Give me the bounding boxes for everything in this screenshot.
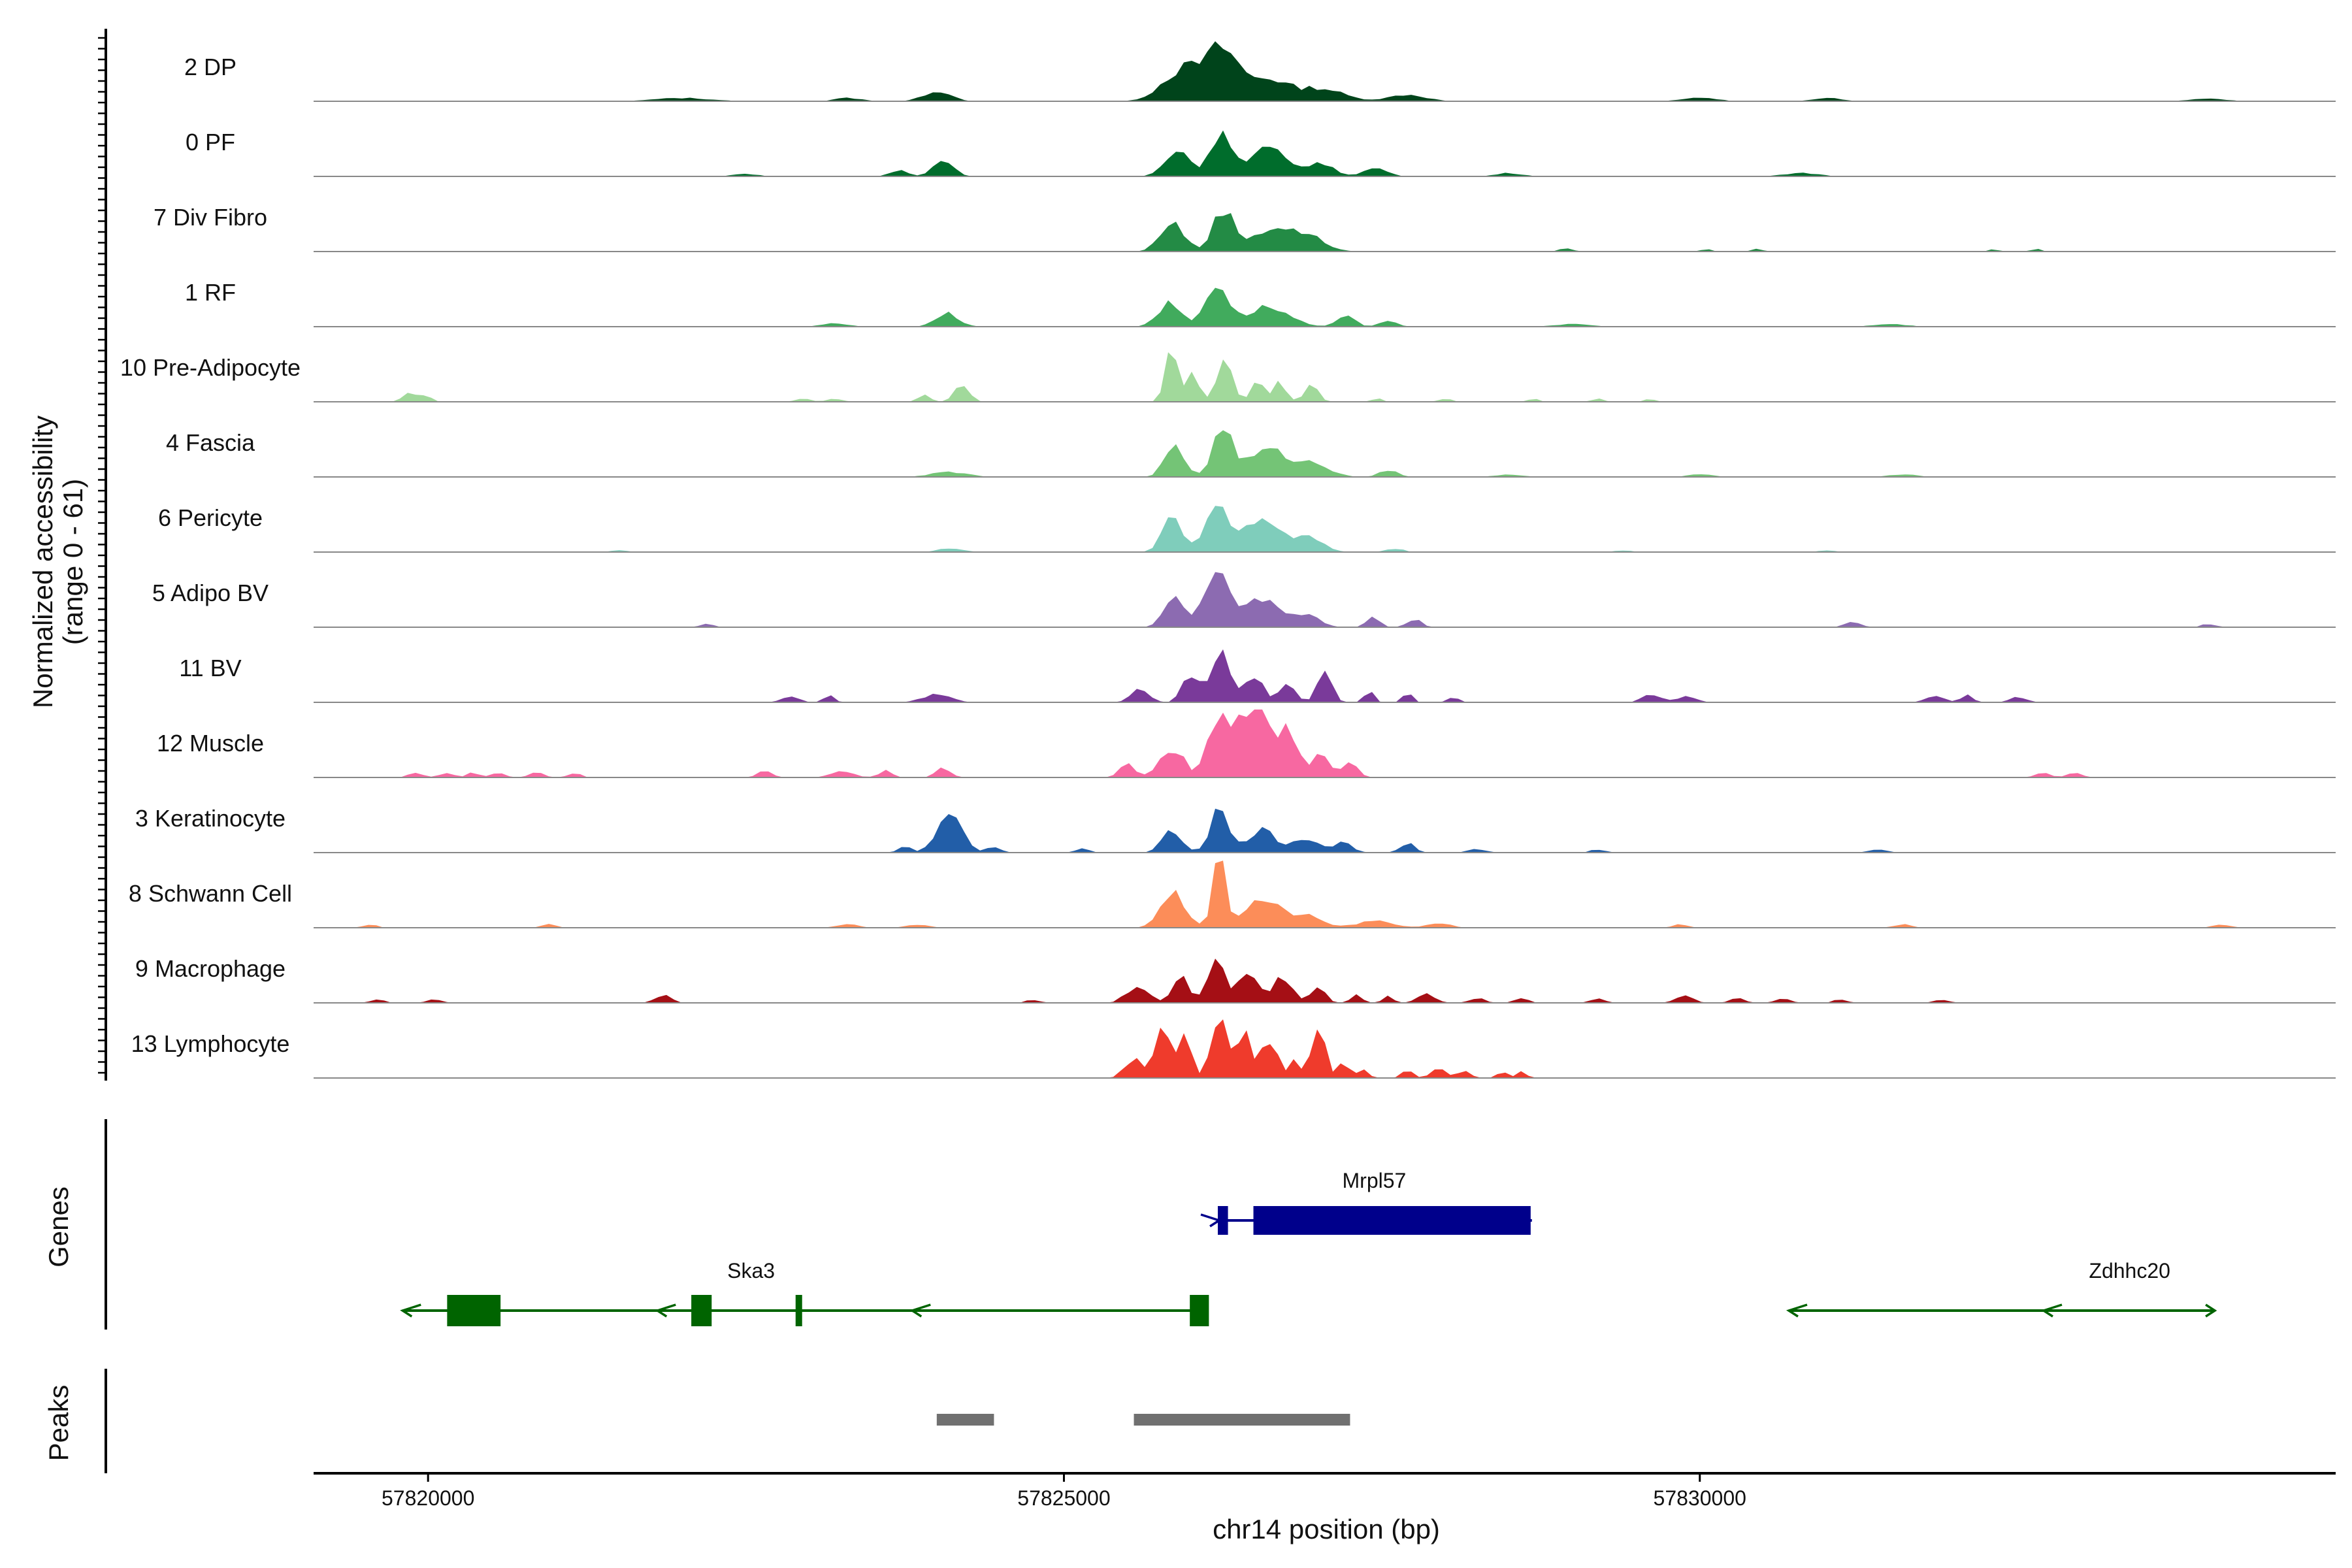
track: 11 BV xyxy=(179,649,2336,703)
strand-arrow xyxy=(2205,1303,2217,1318)
track-area xyxy=(314,1019,2336,1078)
track-area xyxy=(314,352,2336,402)
exon xyxy=(447,1295,501,1326)
track-area xyxy=(314,808,2336,853)
track-area xyxy=(314,506,2336,552)
track-label: 7 Div Fibro xyxy=(154,204,267,231)
track-label: 12 Muscle xyxy=(157,730,264,757)
track: 9 Macrophage xyxy=(135,955,2336,1004)
gene-annotation-panel: Mrpl57 Ska3 Zdhhc20 xyxy=(105,1119,2217,1330)
track: 1 RF xyxy=(185,279,2336,327)
track-label: 6 Pericyte xyxy=(158,504,263,531)
gene-label: Zdhhc20 xyxy=(2089,1259,2170,1282)
track-label: 5 Adipo BV xyxy=(152,580,269,606)
track-label: 4 Fascia xyxy=(166,429,255,456)
track-label: 2 DP xyxy=(184,54,237,80)
x-tick-label: 57830000 xyxy=(1654,1486,1746,1510)
track-area xyxy=(314,572,2336,627)
track: 13 Lymphocyte xyxy=(131,1019,2336,1079)
strand-arrow xyxy=(2040,1303,2063,1318)
x-axis-title: chr14 position (bp) xyxy=(1213,1514,1440,1544)
track: 4 Fascia xyxy=(166,429,2336,478)
track-area xyxy=(314,710,2336,777)
track-label: 13 Lymphocyte xyxy=(131,1030,290,1057)
track: 2 DP xyxy=(184,41,2336,102)
track: 6 Pericyte xyxy=(158,504,2336,553)
track: 10 Pre-Adipocyte xyxy=(120,352,2336,402)
strand-arrow xyxy=(655,1303,676,1318)
track-label: 0 PF xyxy=(186,129,235,155)
exon xyxy=(1217,1206,1228,1235)
track: 0 PF xyxy=(186,129,2336,177)
peaks-panel xyxy=(105,1369,1350,1473)
track-label: 9 Macrophage xyxy=(135,955,286,982)
track-area xyxy=(314,213,2336,252)
track: 7 Div Fibro xyxy=(154,204,2336,252)
strand-arrow xyxy=(909,1303,931,1318)
track-area xyxy=(314,649,2336,702)
track-label: 11 BV xyxy=(179,655,241,681)
y-axis-title: Normalized accessibility xyxy=(27,416,58,708)
gene-ska3: Ska3 xyxy=(400,1259,1209,1326)
exon xyxy=(795,1295,802,1326)
x-tick-label: 57825000 xyxy=(1017,1486,1110,1510)
track: 3 Keratinocyte xyxy=(135,805,2336,853)
track-area xyxy=(314,860,2336,928)
peak-region xyxy=(936,1414,994,1426)
gene-mrpl57: Mrpl57 xyxy=(1200,1169,1532,1235)
track-area xyxy=(314,287,2336,327)
track-area xyxy=(314,958,2336,1003)
coverage-tracks: 2 DP 0 PF 7 Div Fibro 1 RF 10 Pre-Adipocyte 4… xyxy=(98,29,2336,1081)
track: 12 Muscle xyxy=(157,710,2336,778)
strand-arrow xyxy=(1786,1303,1808,1318)
gene-label: Mrpl57 xyxy=(1343,1169,1407,1192)
peak-region xyxy=(1134,1414,1350,1426)
strand-arrow xyxy=(400,1303,421,1318)
track-area xyxy=(314,130,2336,176)
exon xyxy=(1253,1206,1531,1235)
gene-label: Ska3 xyxy=(727,1259,775,1282)
track: 8 Schwann Cell xyxy=(129,860,2336,928)
y-axis-range: (range 0 - 61) xyxy=(57,479,88,645)
genes-panel-title: Genes xyxy=(43,1186,74,1267)
strand-arrow xyxy=(1200,1213,1222,1228)
x-axis: 57820000 57825000 57830000 xyxy=(314,1472,2336,1510)
exon xyxy=(1190,1295,1209,1326)
track-label: 3 Keratinocyte xyxy=(135,805,286,832)
track-area xyxy=(314,41,2336,101)
gene-zdhhc20: Zdhhc20 xyxy=(1786,1259,2217,1318)
track-label: 1 RF xyxy=(185,279,236,306)
track-label: 8 Schwann Cell xyxy=(129,880,292,907)
track-label: 10 Pre-Adipocyte xyxy=(120,354,301,381)
peaks-panel-title: Peaks xyxy=(43,1385,74,1462)
track: 5 Adipo BV xyxy=(152,572,2336,628)
track-area xyxy=(314,430,2336,477)
x-tick-label: 57820000 xyxy=(382,1486,474,1510)
exon xyxy=(691,1295,712,1326)
